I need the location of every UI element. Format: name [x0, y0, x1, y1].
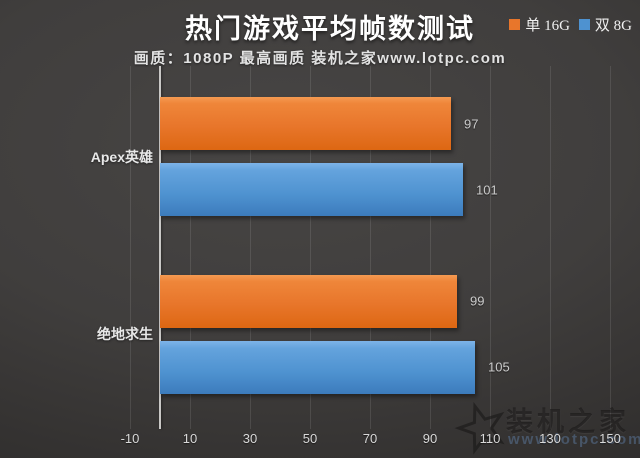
x-tick-label: -10	[120, 431, 140, 446]
legend-swatch-icon	[509, 19, 521, 30]
gridline	[370, 66, 371, 429]
x-tick-label: 50	[302, 431, 318, 446]
gridline	[190, 66, 191, 429]
gridline	[310, 66, 311, 429]
value-label: 97	[464, 116, 479, 131]
chart-subtitle: 画质：1080P 最高画质 装机之家www.lotpc.com	[133, 50, 507, 67]
gridline	[130, 66, 131, 429]
legend-item-1: 双 8G	[578, 14, 632, 35]
gridline	[550, 66, 551, 429]
gridline	[490, 66, 491, 429]
bar-Apex英雄-双8G	[160, 163, 463, 216]
x-tick-label: 10	[182, 431, 198, 446]
value-label: 99	[470, 293, 485, 309]
x-tick-label: 150	[599, 431, 621, 446]
gridline	[250, 66, 251, 429]
legend-label: 单 16G	[525, 18, 570, 34]
x-tick-label: 130	[539, 431, 561, 446]
value-label: 101	[476, 182, 498, 197]
gridline	[610, 66, 611, 429]
category-label: 绝地求生	[97, 326, 153, 343]
x-tick-label: 90	[422, 431, 438, 446]
plot-area: 97 101 99 105	[130, 66, 611, 429]
legend-swatch-icon	[578, 19, 590, 30]
legend-item-0: 单 16G	[509, 14, 570, 35]
category-label: Apex英雄	[90, 148, 153, 165]
value-axis-line	[159, 66, 161, 429]
value-label: 105	[488, 359, 510, 375]
x-tick-label: 110	[479, 431, 501, 446]
bar-Apex英雄-单16G	[160, 97, 451, 150]
legend: 单 16G 双 8G	[509, 14, 632, 35]
chart-title: 热门游戏平均帧数测试	[185, 14, 475, 44]
x-tick-label: 70	[362, 431, 378, 446]
legend-label: 双 8G	[594, 18, 632, 34]
x-tick-label: 30	[242, 431, 258, 446]
bar-绝地求生-单16G	[160, 274, 457, 328]
gridline	[430, 66, 431, 429]
bar-绝地求生-双8G	[160, 340, 475, 394]
